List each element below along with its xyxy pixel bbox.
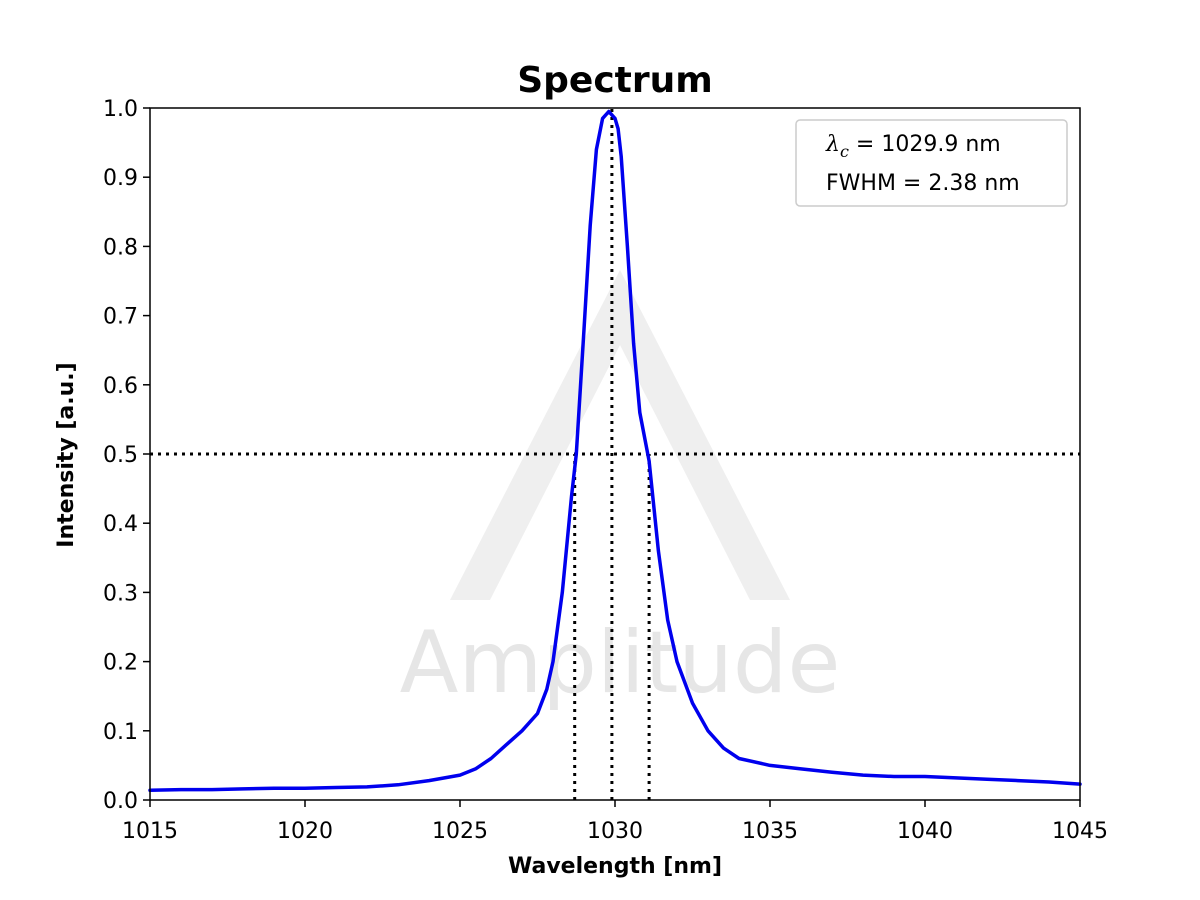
watermark-logo-triangle [450,270,790,600]
y-tick-label: 0.5 [103,443,138,468]
x-axis-label: Wavelength [nm] [508,854,722,879]
x-tick-label: 1015 [122,819,178,844]
y-tick-label: 0.0 [103,789,138,814]
y-tick-label: 0.4 [103,512,138,537]
legend-box [795,119,1068,207]
x-tick-label: 1030 [587,819,643,844]
lambda-subscript: c [840,142,849,161]
y-tick-label: 0.1 [103,720,138,745]
lambda-symbol: λ [825,132,840,157]
y-tick-label: 0.7 [103,305,138,330]
y-tick-label: 0.3 [103,581,138,606]
legend-center-wavelength: λc = 1029.9 nm [825,132,1001,161]
x-tick-label: 1020 [277,819,333,844]
watermark-text: Amplitude [400,613,841,713]
legend: λc = 1029.9 nm FWHM = 2.38 nm [795,119,1068,207]
y-tick-label: 0.2 [103,651,138,676]
y-tick-label: 0.8 [103,235,138,260]
x-axis-ticks: 1015 1020 1025 1030 1035 1040 1045 [122,800,1108,844]
x-tick-label: 1025 [432,819,488,844]
chart-title: Spectrum [517,60,713,101]
y-axis-label: Intensity [a.u.] [54,362,79,547]
y-tick-label: 1.0 [103,97,138,122]
reference-lines [150,108,1080,800]
plot-frame [149,107,1081,801]
y-axis-ticks: 0.0 0.1 0.2 0.3 0.4 0.5 0.6 0.7 0.8 0.9 1.0 [103,97,150,814]
x-tick-label: 1045 [1052,819,1108,844]
series-group [148,109,1082,793]
lambda-value: = 1029.9 nm [849,132,1001,157]
watermark: Amplitude [400,270,841,713]
y-tick-label: 0.6 [103,374,138,399]
x-tick-label: 1040 [897,819,953,844]
y-tick-label: 0.9 [103,166,138,191]
x-tick-label: 1035 [742,819,798,844]
legend-fwhm: FWHM = 2.38 nm [826,171,1020,196]
spectrum-series-line [148,109,1082,793]
